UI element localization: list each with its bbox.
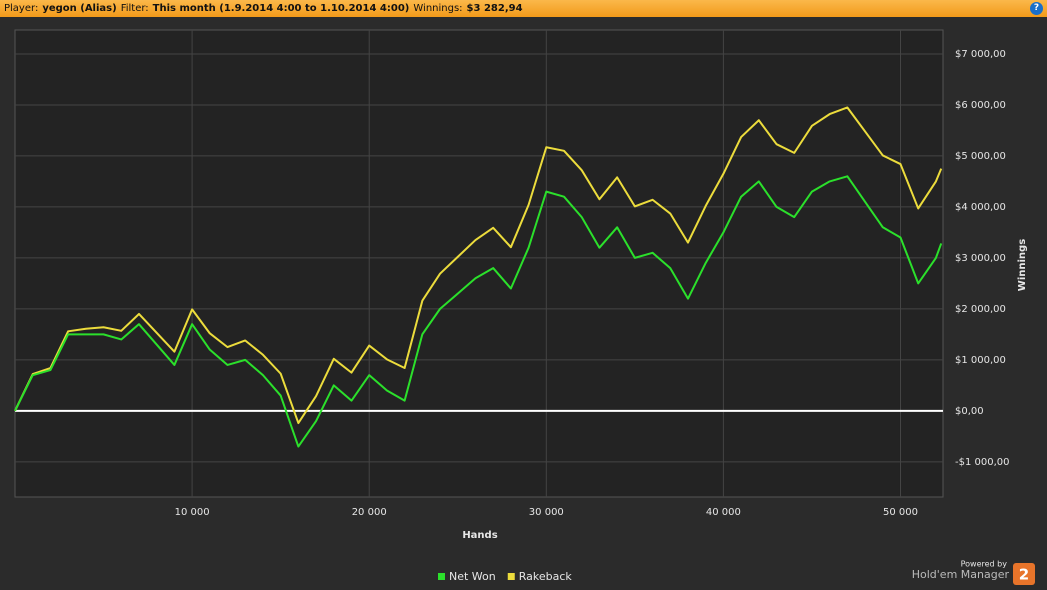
plot-area (14, 29, 944, 498)
filter: This month (1.9.2014 4:00 to 1.10.2014 4… (152, 3, 410, 14)
winnings: $3 282,94 (466, 3, 523, 14)
y-tick-label: $4 000,00 (955, 202, 1006, 213)
y-tick-label: $5 000,00 (955, 151, 1006, 162)
series-line (14, 106, 943, 425)
x-tick-label: 50 000 (883, 507, 918, 518)
logo-number: 2 (1019, 566, 1029, 584)
winnings-label: Winnings: (413, 3, 463, 14)
y-tick-label: $1 000,00 (955, 355, 1006, 366)
x-tick-label: 40 000 (706, 507, 741, 518)
legend-label: Rakeback (519, 570, 573, 583)
x-tick-label: 30 000 (529, 507, 564, 518)
y-axis-label: Winnings (1017, 239, 1028, 291)
y-tick-label: $7 000,00 (955, 49, 1006, 60)
help-button[interactable]: ? (1030, 2, 1043, 15)
logo-badge (1013, 563, 1035, 585)
x-axis-label: Hands (462, 530, 497, 541)
y-tick-label: $2 000,00 (955, 304, 1006, 315)
legend-swatch (438, 573, 445, 580)
chart: Hands Winnings Powered by Hold'em Manage… (14, 29, 1035, 585)
x-tick-label: 20 000 (352, 507, 387, 518)
legend-label: Net Won (449, 570, 496, 583)
y-tick-label: $6 000,00 (955, 100, 1006, 111)
product-name: Hold'em Manager (912, 568, 1010, 581)
header-bar: Player: yegon (Alias) Filter: This month… (0, 0, 1047, 17)
y-tick-label: -$1 000,00 (955, 457, 1010, 468)
legend-swatch (507, 573, 515, 580)
powered-by: Powered by (961, 560, 1008, 569)
y-tick-label: $3 000,00 (955, 253, 1006, 264)
player: yegon (Alias) (42, 3, 117, 14)
y-tick-label: $0,00 (955, 406, 984, 417)
series-line (14, 175, 943, 448)
player-label: Player: (4, 3, 39, 14)
x-tick-label: 10 000 (175, 507, 210, 518)
filter-label: Filter: (120, 3, 149, 14)
